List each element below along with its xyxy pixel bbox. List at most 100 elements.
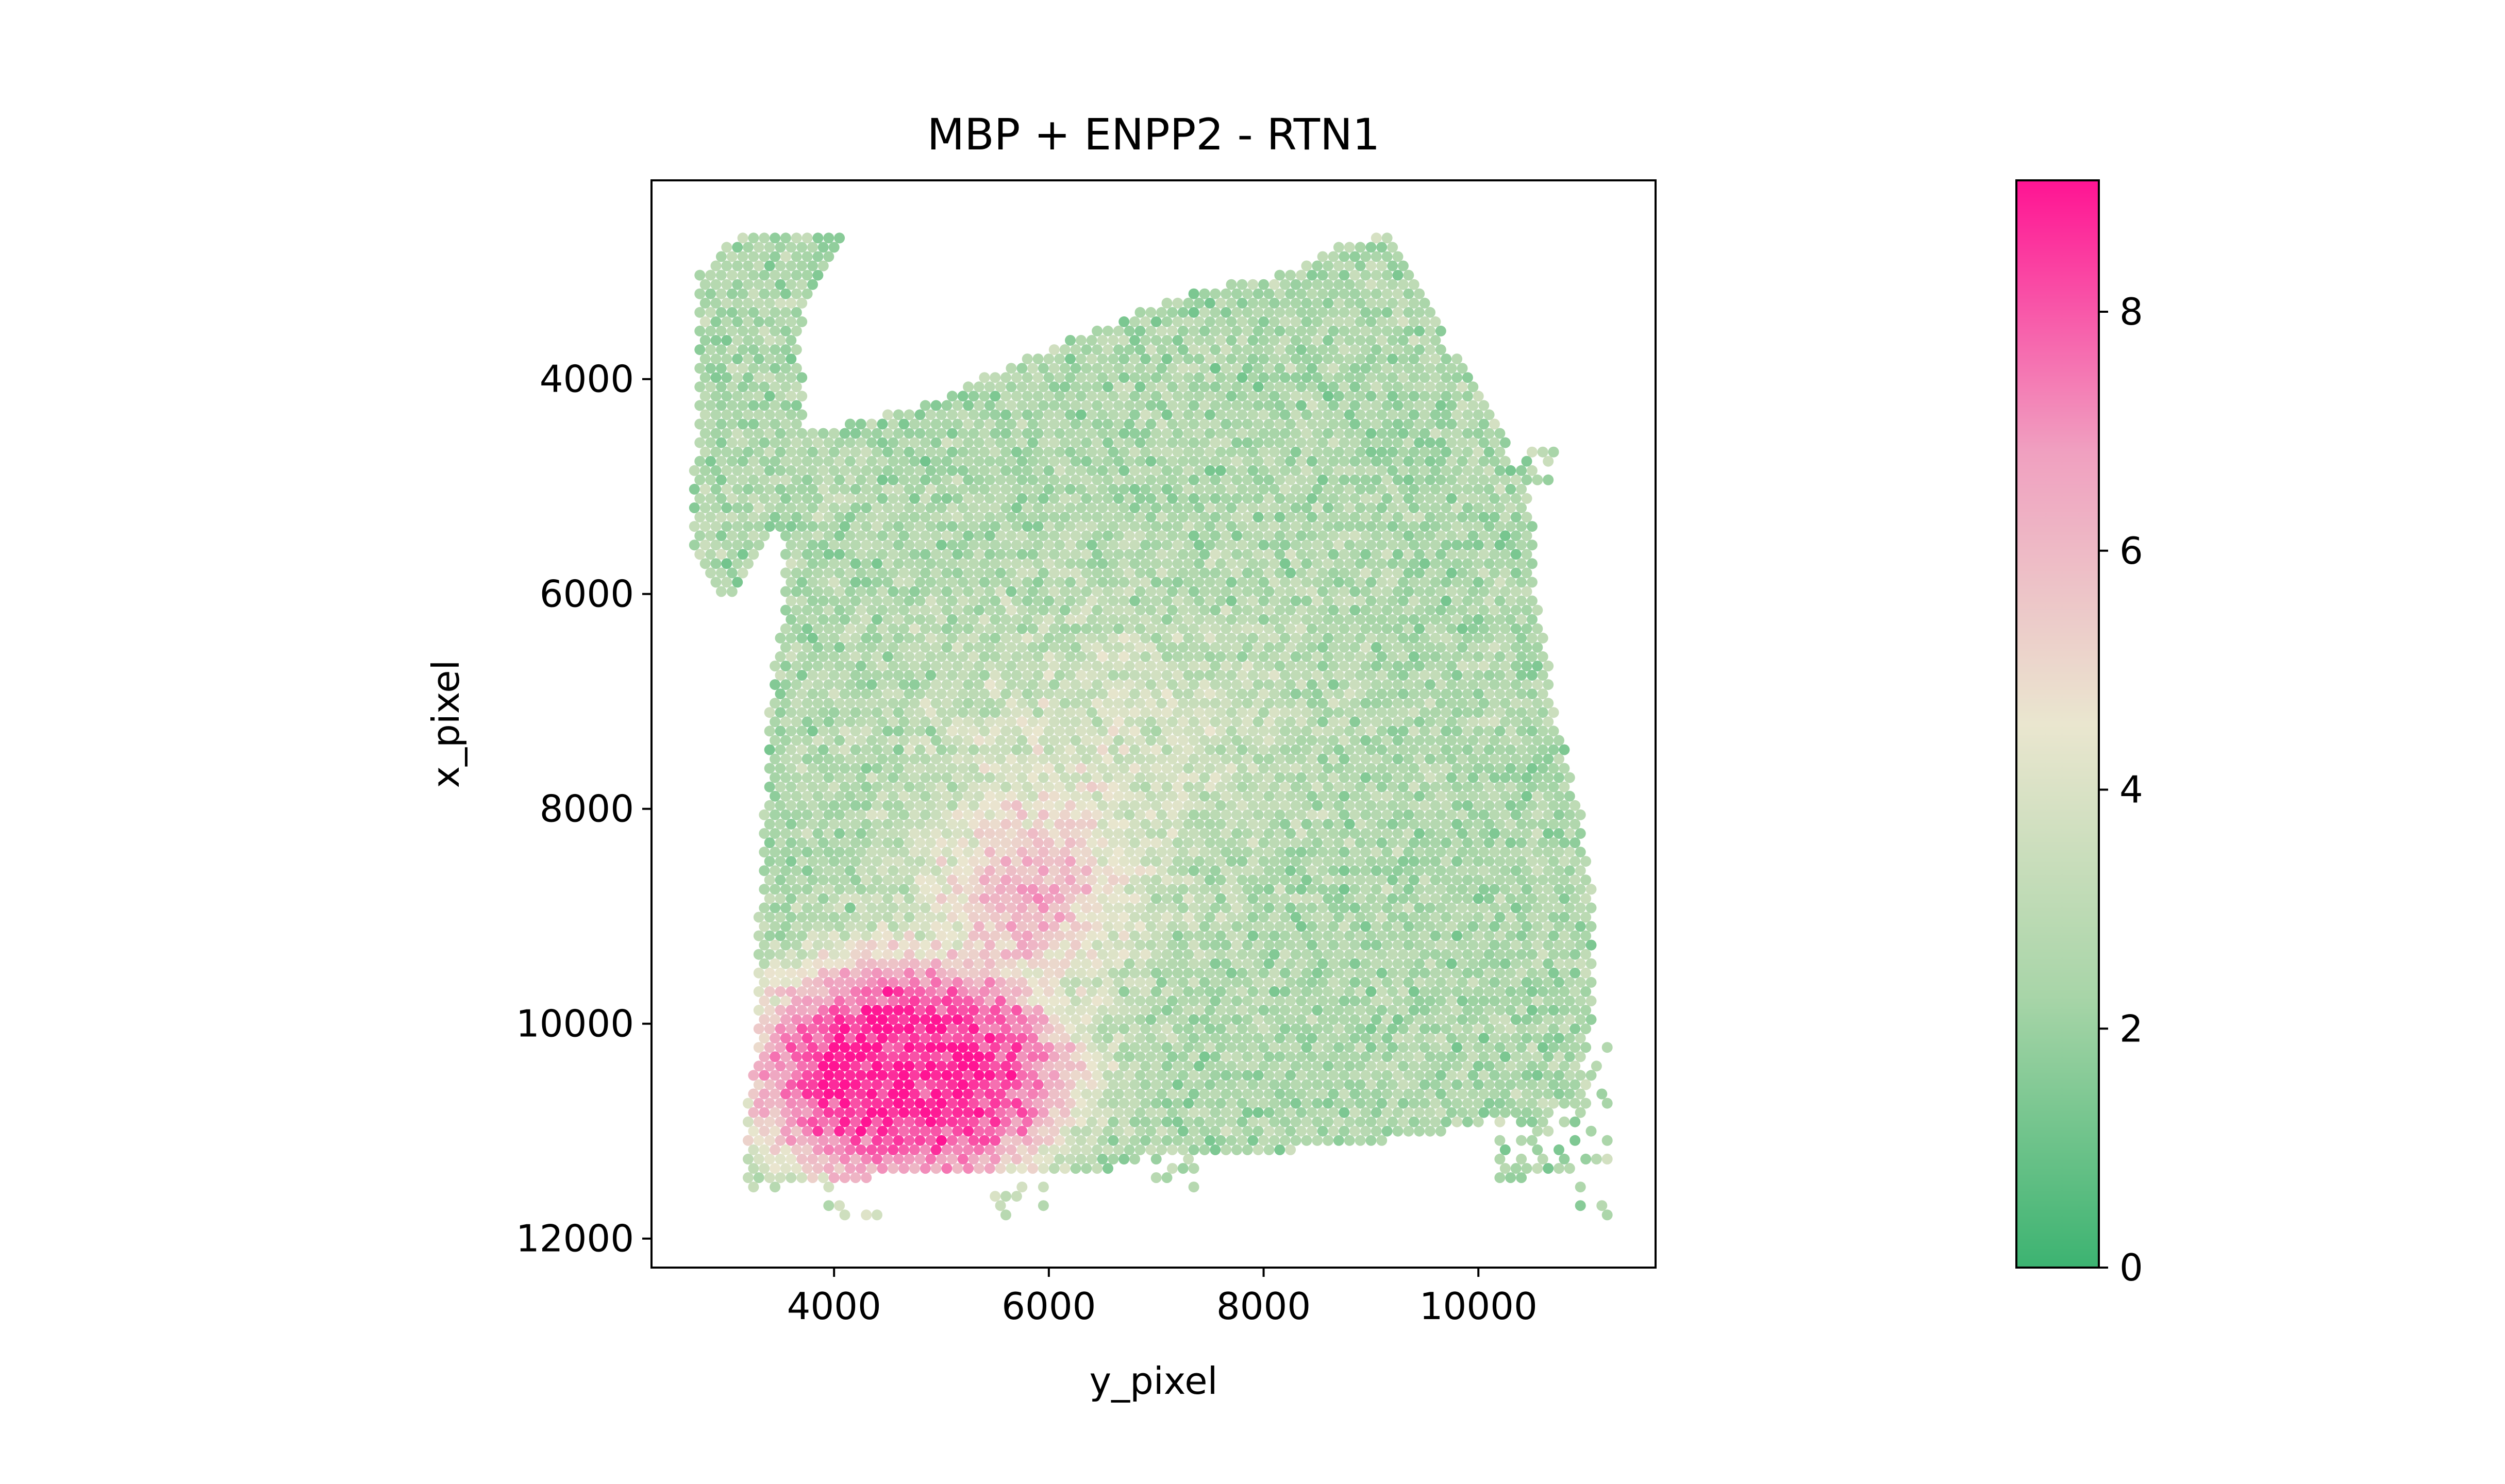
data-point xyxy=(1414,790,1425,802)
data-point xyxy=(995,661,1006,671)
data-point xyxy=(737,269,748,281)
data-point xyxy=(1263,884,1275,895)
data-point xyxy=(1467,549,1479,560)
data-point xyxy=(952,902,963,914)
data-point xyxy=(1290,316,1301,327)
data-point xyxy=(1585,921,1597,932)
data-point xyxy=(1016,716,1028,728)
data-point xyxy=(1446,902,1457,914)
data-point xyxy=(1397,726,1409,737)
data-point xyxy=(1156,716,1167,728)
data-point xyxy=(888,847,899,858)
data-point xyxy=(1092,325,1103,336)
data-point xyxy=(1451,391,1463,402)
data-point xyxy=(817,670,829,681)
data-point xyxy=(1092,418,1103,430)
data-point xyxy=(984,586,995,597)
data-point xyxy=(968,483,979,495)
data-point xyxy=(780,716,791,728)
data-point xyxy=(1177,809,1189,820)
data-point xyxy=(1167,809,1178,820)
data-point xyxy=(1237,893,1248,904)
data-point xyxy=(1113,921,1124,932)
data-point xyxy=(1258,688,1270,700)
data-point xyxy=(705,567,716,579)
data-point xyxy=(1092,493,1103,504)
data-point xyxy=(1532,604,1543,616)
data-point xyxy=(1306,772,1317,783)
data-point xyxy=(1172,502,1183,513)
data-point xyxy=(1414,456,1425,467)
data-point xyxy=(1494,688,1506,700)
data-point xyxy=(780,828,791,839)
data-point xyxy=(984,698,995,709)
data-point xyxy=(748,437,759,448)
data-point xyxy=(898,790,910,802)
data-point xyxy=(1494,856,1506,867)
data-point xyxy=(705,474,716,485)
data-point xyxy=(990,483,1001,495)
data-point xyxy=(748,325,759,336)
data-point xyxy=(1226,632,1237,644)
data-point xyxy=(1022,409,1033,420)
data-point xyxy=(1194,502,1205,513)
data-point xyxy=(748,549,759,560)
data-point xyxy=(861,502,872,513)
data-point xyxy=(930,567,942,579)
data-point xyxy=(1414,567,1425,579)
data-point xyxy=(1360,400,1371,411)
data-point xyxy=(1242,456,1253,467)
data-point xyxy=(1183,521,1194,532)
data-point xyxy=(1387,279,1398,290)
data-point xyxy=(941,865,953,876)
data-point xyxy=(1371,753,1382,765)
data-point xyxy=(1016,549,1028,560)
data-point xyxy=(1548,707,1559,718)
data-point xyxy=(1408,781,1419,792)
data-point xyxy=(694,437,706,448)
data-point xyxy=(1183,297,1194,309)
data-point xyxy=(1150,707,1162,718)
data-point xyxy=(1397,688,1409,700)
data-point xyxy=(1156,307,1167,318)
data-point xyxy=(1451,446,1463,458)
data-point xyxy=(1172,744,1183,755)
data-point xyxy=(1156,884,1167,895)
data-point xyxy=(1339,344,1350,356)
data-point xyxy=(898,567,910,579)
data-point xyxy=(1032,837,1044,848)
data-point xyxy=(1258,335,1270,346)
data-point xyxy=(1032,577,1044,588)
data-point xyxy=(1183,483,1194,495)
data-point xyxy=(1048,381,1060,393)
data-point xyxy=(1457,735,1468,746)
data-point xyxy=(1000,391,1011,402)
data-point xyxy=(936,409,947,420)
data-point xyxy=(1430,353,1441,365)
data-point xyxy=(1247,595,1259,606)
data-point xyxy=(1006,474,1017,485)
data-point xyxy=(1167,921,1178,932)
data-point xyxy=(952,790,963,802)
data-point xyxy=(1279,558,1291,569)
data-point xyxy=(1526,539,1538,551)
data-point xyxy=(737,325,748,336)
data-point xyxy=(1167,735,1178,746)
data-point xyxy=(1521,772,1532,783)
data-point xyxy=(780,698,791,709)
data-point xyxy=(1268,353,1280,365)
data-point xyxy=(1301,502,1312,513)
data-point xyxy=(1505,558,1516,569)
data-point xyxy=(743,558,754,569)
data-point xyxy=(866,679,877,690)
data-point xyxy=(1226,335,1237,346)
data-point xyxy=(1145,884,1157,895)
data-point xyxy=(1365,856,1377,867)
data-point xyxy=(1027,716,1039,728)
data-point xyxy=(1467,400,1479,411)
data-point xyxy=(1221,549,1232,560)
data-point xyxy=(1204,651,1215,662)
data-point xyxy=(1032,446,1044,458)
data-point xyxy=(780,790,791,802)
data-point xyxy=(796,893,808,904)
